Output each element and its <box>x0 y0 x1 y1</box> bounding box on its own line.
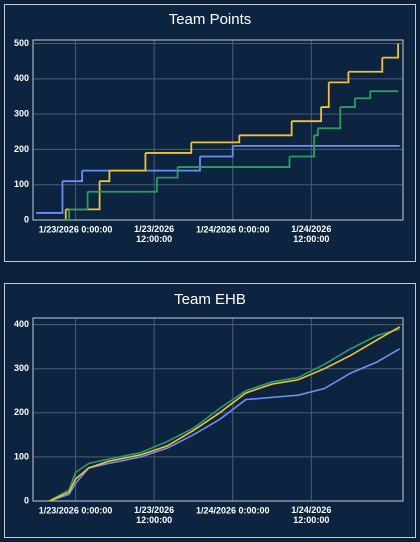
y-tick-label: 400 <box>14 319 29 329</box>
line-step <box>321 82 330 108</box>
x-tick-label: 1/23/2026 12:00:00 <box>134 505 174 525</box>
y-tick-label: 0 <box>24 495 29 505</box>
line-step <box>69 191 89 211</box>
x-tick-label: 1/24/2026 12:00:00 <box>291 505 331 525</box>
line-step <box>348 57 384 73</box>
y-tick-label: 500 <box>14 38 29 48</box>
line-step <box>36 181 64 214</box>
plot-frame <box>32 317 404 502</box>
line-step <box>99 170 111 183</box>
line-step <box>177 156 291 168</box>
x-tick-label: 1/24/2026 0:00:00 <box>196 505 270 515</box>
line-step <box>314 128 319 137</box>
y-tick-label: 300 <box>14 363 29 373</box>
line-step <box>87 177 158 193</box>
line-step <box>62 170 84 183</box>
y-tick-label: 100 <box>14 451 29 461</box>
line-step <box>145 142 193 154</box>
x-tick-label: 1/23/2026 12:00:00 <box>134 224 174 244</box>
line-step <box>156 167 179 179</box>
line-step <box>239 121 293 137</box>
line <box>48 328 400 502</box>
y-tick-label: 200 <box>14 144 29 154</box>
line <box>49 348 401 502</box>
line-step <box>291 107 323 123</box>
chart-title: Team Points <box>169 11 252 28</box>
y-tick-label: 400 <box>14 73 29 83</box>
y-tick-label: 0 <box>24 214 29 224</box>
line-step <box>382 43 399 59</box>
panel <box>4 4 416 262</box>
line-step <box>289 135 315 158</box>
line-step <box>354 91 372 100</box>
line-step <box>328 71 350 84</box>
line-step <box>109 152 147 172</box>
x-tick-label: 1/23/2026 0:00:00 <box>39 224 113 234</box>
chart-title: Team EHB <box>174 291 246 308</box>
line-step <box>62 209 70 221</box>
line-step <box>191 135 241 144</box>
x-tick-label: 1/24/2026 12:00:00 <box>291 224 331 244</box>
panel <box>4 283 416 538</box>
line-step <box>199 145 234 158</box>
line <box>49 326 401 502</box>
line-step <box>340 98 356 108</box>
plot-frame <box>32 39 404 221</box>
line-step <box>317 107 342 130</box>
y-tick-label: 100 <box>14 179 29 189</box>
x-tick-label: 1/23/2026 0:00:00 <box>39 505 113 515</box>
x-tick-label: 1/24/2026 0:00:00 <box>196 224 270 234</box>
y-tick-label: 300 <box>14 108 29 118</box>
y-tick-label: 200 <box>14 407 29 417</box>
